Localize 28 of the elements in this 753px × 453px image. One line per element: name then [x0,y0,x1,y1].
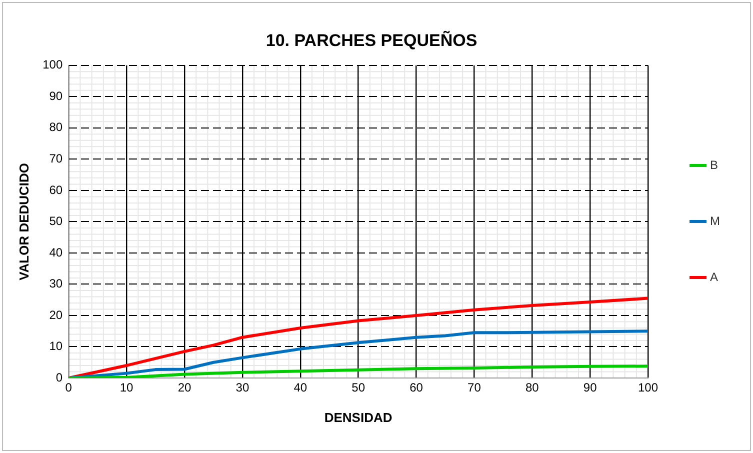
y-tick-label: 40 [49,245,63,260]
y-tick-label: 50 [49,214,63,228]
y-tick-label: 30 [49,276,63,291]
x-tick-label: 10 [120,380,134,395]
x-tick-label: 50 [352,380,366,395]
legend-label: M [710,214,720,228]
x-tick-label: 90 [583,380,598,395]
y-tick-label: 70 [49,151,63,166]
x-tick-label: 0 [65,380,72,395]
x-tick-label: 30 [236,380,250,395]
x-tick-label: 70 [468,380,482,395]
x-tick-label: 60 [410,380,424,395]
legend-label: A [710,270,718,284]
x-tick-label: 100 [638,380,658,395]
y-tick-label: 100 [42,58,63,72]
legend-label: B [710,158,718,172]
x-axis-title: DENSIDAD [324,410,392,425]
y-axis-title: VALOR DEDUCIDO [16,162,32,280]
chart-title: 10. PARCHES PEQUEÑOS [266,30,478,50]
y-tick-label: 90 [49,88,63,103]
y-tick-label: 60 [49,182,63,197]
y-tick-label: 80 [49,120,63,134]
x-tick-label: 80 [525,380,540,395]
y-tick-label: 20 [49,308,63,322]
y-tick-label: 10 [49,339,63,354]
x-tick-label: 40 [294,380,308,395]
x-tick-label: 20 [178,380,192,395]
y-tick-label: 0 [56,370,63,384]
